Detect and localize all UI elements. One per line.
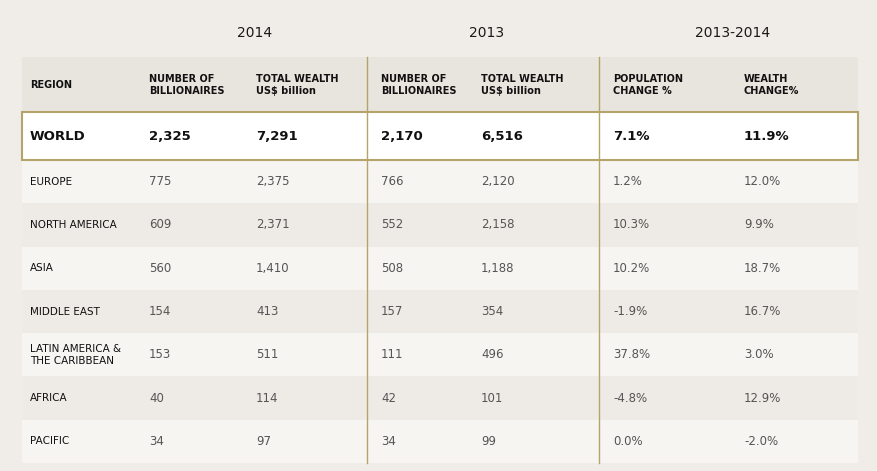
Bar <box>22 203 857 247</box>
Text: 34: 34 <box>149 435 164 448</box>
Text: 9.9%: 9.9% <box>743 219 773 231</box>
Text: WEALTH
CHANGE%: WEALTH CHANGE% <box>743 73 798 96</box>
Text: 12.9%: 12.9% <box>743 391 781 405</box>
Text: 609: 609 <box>149 219 171 231</box>
Bar <box>22 160 857 203</box>
Text: 0.0%: 0.0% <box>612 435 642 448</box>
Text: 560: 560 <box>149 262 171 275</box>
Text: 1,188: 1,188 <box>481 262 514 275</box>
Text: 99: 99 <box>481 435 496 448</box>
Text: 2,170: 2,170 <box>381 130 422 143</box>
Text: -4.8%: -4.8% <box>612 391 646 405</box>
Text: 101: 101 <box>481 391 503 405</box>
Text: 2,325: 2,325 <box>149 130 190 143</box>
Text: NORTH AMERICA: NORTH AMERICA <box>30 220 117 230</box>
Text: NUMBER OF
BILLIONAIRES: NUMBER OF BILLIONAIRES <box>381 73 456 96</box>
Text: 766: 766 <box>381 175 403 188</box>
Text: 2,375: 2,375 <box>256 175 289 188</box>
Text: 354: 354 <box>481 305 503 318</box>
Text: 10.2%: 10.2% <box>612 262 650 275</box>
Text: MIDDLE EAST: MIDDLE EAST <box>30 307 100 317</box>
Text: 6,516: 6,516 <box>481 130 523 143</box>
Text: REGION: REGION <box>30 80 72 89</box>
Bar <box>22 290 857 333</box>
Bar <box>22 112 857 160</box>
Text: 10.3%: 10.3% <box>612 219 649 231</box>
Text: 7,291: 7,291 <box>256 130 297 143</box>
Text: 97: 97 <box>256 435 271 448</box>
Text: 18.7%: 18.7% <box>743 262 781 275</box>
Text: 42: 42 <box>381 391 396 405</box>
Text: 157: 157 <box>381 305 403 318</box>
Text: 16.7%: 16.7% <box>743 305 781 318</box>
Bar <box>22 247 857 290</box>
Text: 2014: 2014 <box>237 26 272 40</box>
Text: 34: 34 <box>381 435 396 448</box>
Text: 2,371: 2,371 <box>256 219 289 231</box>
Text: ASIA: ASIA <box>30 263 53 273</box>
Text: 7.1%: 7.1% <box>612 130 649 143</box>
Text: 511: 511 <box>256 348 278 361</box>
Text: LATIN AMERICA &
THE CARIBBEAN: LATIN AMERICA & THE CARIBBEAN <box>30 344 121 365</box>
Text: AFRICA: AFRICA <box>30 393 68 403</box>
Text: TOTAL WEALTH
US$ billion: TOTAL WEALTH US$ billion <box>481 73 563 96</box>
Text: 2013: 2013 <box>469 26 504 40</box>
Text: 2013-2014: 2013-2014 <box>695 26 769 40</box>
Text: 552: 552 <box>381 219 403 231</box>
Text: 496: 496 <box>481 348 503 361</box>
Text: 111: 111 <box>381 348 403 361</box>
Text: 40: 40 <box>149 391 164 405</box>
Text: 2,158: 2,158 <box>481 219 514 231</box>
Text: 2,120: 2,120 <box>481 175 514 188</box>
Text: 3.0%: 3.0% <box>743 348 773 361</box>
Text: PACIFIC: PACIFIC <box>30 436 69 447</box>
Text: 413: 413 <box>256 305 278 318</box>
Text: EUROPE: EUROPE <box>30 177 72 187</box>
Text: 153: 153 <box>149 348 171 361</box>
Bar <box>22 57 857 112</box>
Text: 11.9%: 11.9% <box>743 130 788 143</box>
Text: 508: 508 <box>381 262 403 275</box>
Text: -2.0%: -2.0% <box>743 435 777 448</box>
Bar <box>22 420 857 463</box>
Text: 12.0%: 12.0% <box>743 175 781 188</box>
Text: TOTAL WEALTH
US$ billion: TOTAL WEALTH US$ billion <box>256 73 339 96</box>
Text: 1,410: 1,410 <box>256 262 289 275</box>
Bar <box>22 376 857 420</box>
Text: 775: 775 <box>149 175 171 188</box>
Text: POPULATION
CHANGE %: POPULATION CHANGE % <box>612 73 682 96</box>
Text: NUMBER OF
BILLIONAIRES: NUMBER OF BILLIONAIRES <box>149 73 225 96</box>
Text: -1.9%: -1.9% <box>612 305 646 318</box>
Text: 154: 154 <box>149 305 171 318</box>
Bar <box>22 333 857 376</box>
Text: 114: 114 <box>256 391 278 405</box>
Text: WORLD: WORLD <box>30 130 86 143</box>
Bar <box>22 112 857 160</box>
Text: 37.8%: 37.8% <box>612 348 649 361</box>
Text: 1.2%: 1.2% <box>612 175 642 188</box>
